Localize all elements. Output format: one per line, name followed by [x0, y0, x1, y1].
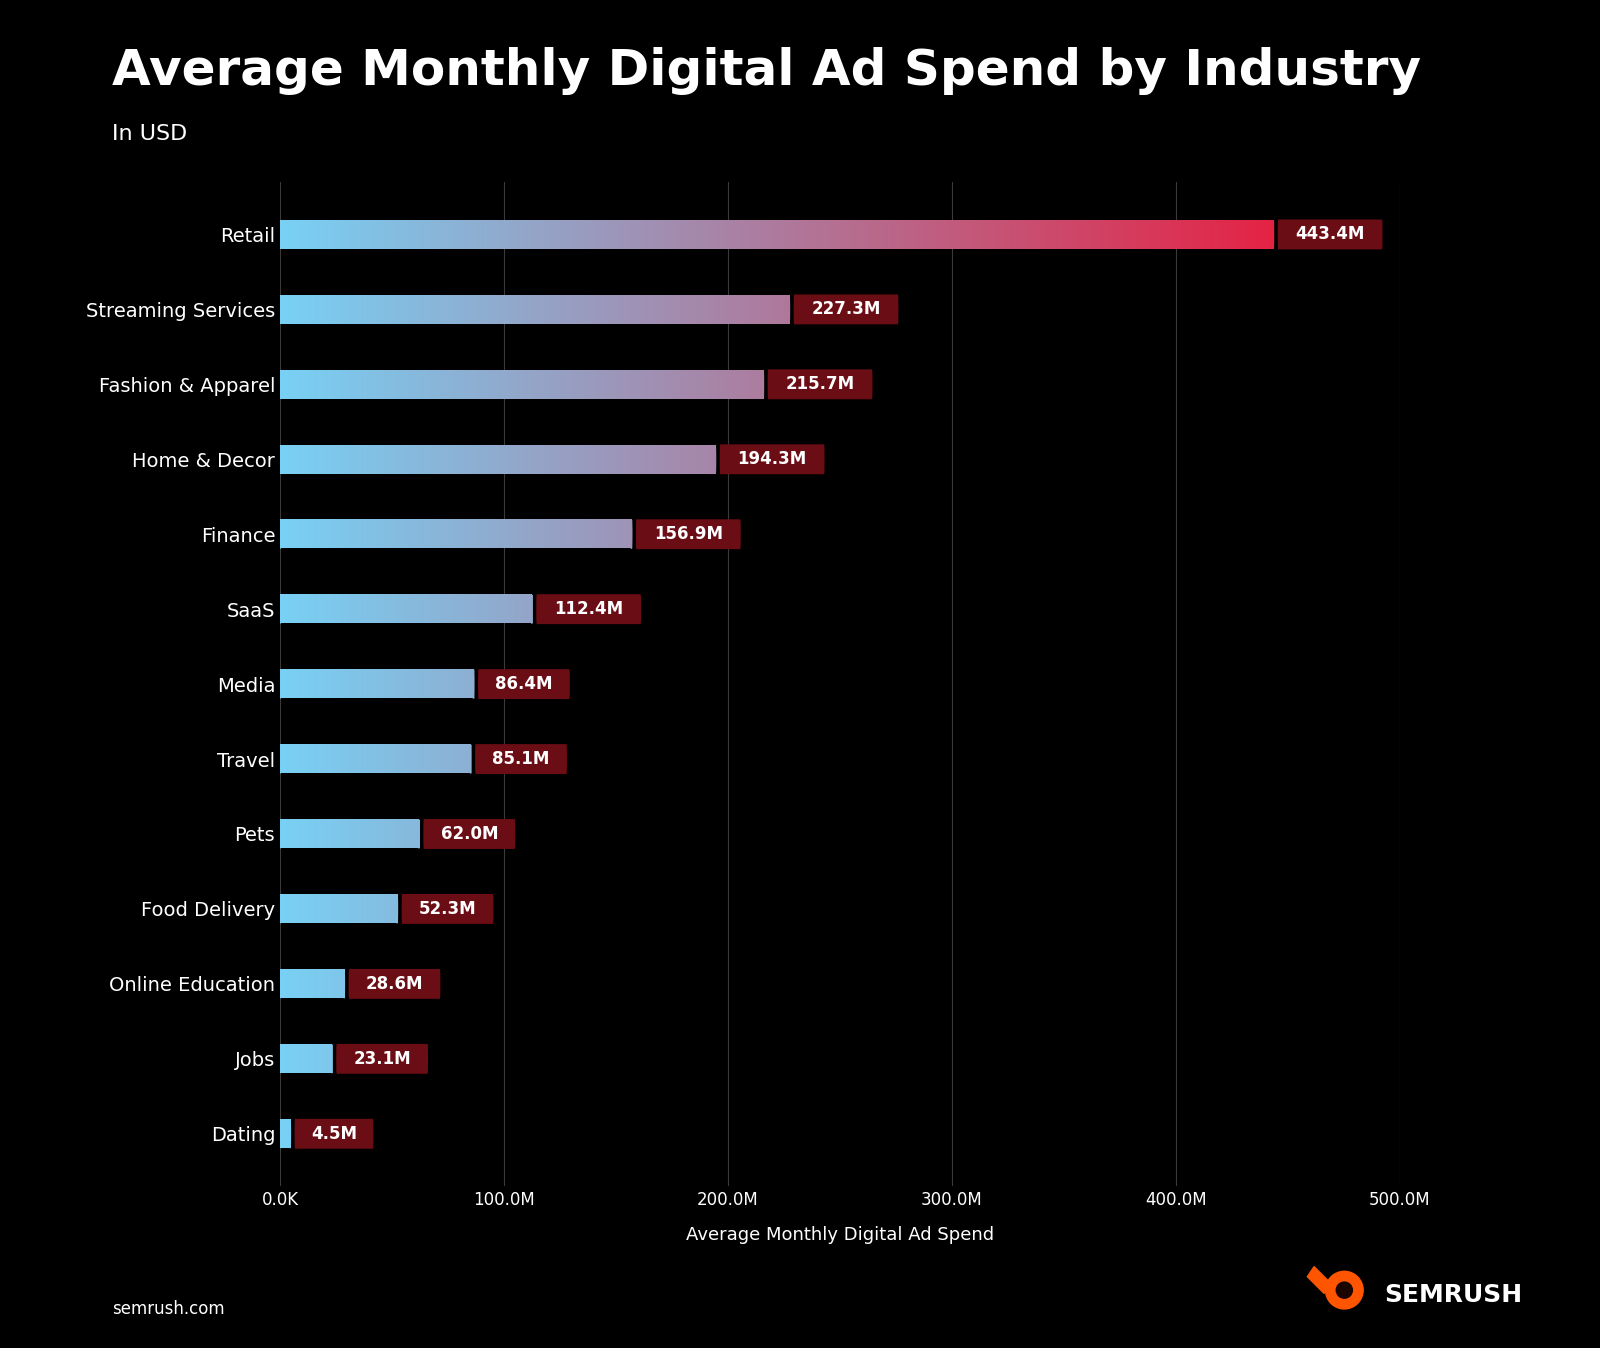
FancyBboxPatch shape [768, 369, 872, 399]
FancyBboxPatch shape [635, 519, 741, 549]
FancyBboxPatch shape [720, 445, 824, 474]
FancyBboxPatch shape [475, 744, 566, 774]
Text: semrush.com: semrush.com [112, 1301, 224, 1318]
Circle shape [1336, 1282, 1352, 1298]
Text: Average Monthly Digital Ad Spend by Industry: Average Monthly Digital Ad Spend by Indu… [112, 47, 1421, 96]
X-axis label: Average Monthly Digital Ad Spend: Average Monthly Digital Ad Spend [686, 1225, 994, 1244]
Text: 443.4M: 443.4M [1296, 225, 1365, 244]
Text: 28.6M: 28.6M [366, 975, 424, 993]
FancyBboxPatch shape [424, 820, 515, 849]
Text: 52.3M: 52.3M [419, 900, 477, 918]
FancyBboxPatch shape [336, 1043, 429, 1074]
Text: 215.7M: 215.7M [786, 375, 854, 394]
Text: 62.0M: 62.0M [440, 825, 498, 842]
Text: 112.4M: 112.4M [554, 600, 624, 619]
Text: 227.3M: 227.3M [811, 301, 880, 318]
FancyBboxPatch shape [349, 969, 440, 999]
Text: In USD: In USD [112, 124, 187, 144]
Text: SEMRUSH: SEMRUSH [1384, 1283, 1522, 1306]
Circle shape [1325, 1271, 1363, 1309]
Text: 85.1M: 85.1M [493, 749, 550, 768]
FancyBboxPatch shape [536, 594, 642, 624]
Text: 86.4M: 86.4M [494, 675, 552, 693]
FancyBboxPatch shape [402, 894, 493, 923]
Text: 23.1M: 23.1M [354, 1050, 411, 1068]
FancyBboxPatch shape [794, 294, 899, 325]
FancyBboxPatch shape [1278, 220, 1382, 249]
Text: 156.9M: 156.9M [654, 526, 723, 543]
Polygon shape [1307, 1267, 1328, 1294]
FancyBboxPatch shape [478, 669, 570, 700]
Text: 194.3M: 194.3M [738, 450, 806, 468]
FancyBboxPatch shape [294, 1119, 373, 1148]
Text: 4.5M: 4.5M [310, 1124, 357, 1143]
